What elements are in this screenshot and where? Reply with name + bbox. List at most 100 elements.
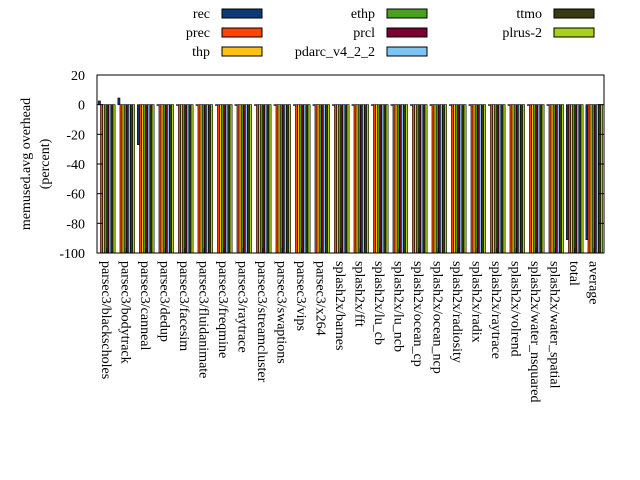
bar-prec-19 [470, 104, 474, 254]
bar-prec-22 [529, 104, 532, 254]
bar-ethp-15 [396, 104, 400, 254]
bar-ttmo-25 [598, 104, 601, 254]
legend-swatch-ethp [386, 8, 428, 19]
legend-label-ethp: ethp [351, 7, 375, 22]
bar-thp-17 [433, 104, 437, 254]
bar-thp-24 [570, 104, 573, 254]
bar-pdarc_v4_2_2-15 [401, 104, 404, 254]
bar-plrus-2-1 [132, 104, 135, 254]
bar-plrus-2-5 [210, 104, 213, 254]
bar-rec-2 [137, 104, 140, 146]
bar-pdarc_v4_2_2-17 [440, 104, 443, 254]
bar-ethp-21 [513, 104, 517, 254]
bar-prcl-13 [359, 104, 363, 254]
bar-pdarc_v4_2_2-16 [420, 104, 424, 254]
bar-prcl-16 [418, 104, 422, 254]
bar-ttmo-12 [344, 104, 348, 254]
bar-plrus-2-19 [483, 104, 486, 254]
bar-thp-16 [414, 104, 417, 254]
bar-ttmo-19 [481, 104, 484, 254]
bar-prcl-3 [164, 104, 168, 254]
bar-plrus-2-22 [541, 104, 545, 254]
bar-plrus-2-8 [268, 104, 272, 254]
y-tick-label: 20 [71, 69, 85, 84]
bar-prcl-1 [125, 104, 129, 254]
bar-pdarc_v4_2_2-7 [245, 104, 248, 254]
x-tick-label: parsec3/canneal [137, 261, 152, 350]
bar-ethp-4 [182, 104, 186, 254]
bar-prcl-18 [457, 104, 461, 254]
bar-rec-6 [215, 104, 218, 106]
bar-ttmo-5 [208, 104, 211, 254]
bar-rec-3 [156, 104, 160, 106]
bar-ethp-2 [143, 104, 147, 254]
bar-rec-10 [293, 104, 296, 106]
bar-rec-5 [195, 104, 199, 106]
bar-plrus-2-12 [346, 104, 350, 254]
bar-prec-14 [373, 104, 376, 254]
bar-ttmo-14 [383, 104, 387, 254]
x-tick-label: splash2x/radiosity [449, 261, 464, 363]
x-tick-label: splash2x/radix [468, 261, 483, 343]
bar-plrus-2-4 [190, 104, 194, 254]
bar-rec-17 [429, 104, 433, 106]
bar-pdarc_v4_2_2-21 [518, 104, 521, 254]
legend-swatch-plrus-2 [553, 27, 595, 38]
bar-ethp-9 [279, 104, 283, 254]
bar-prcl-17 [437, 104, 441, 254]
bar-prec-10 [295, 104, 298, 254]
x-tick-label: parsec3/swaptions [273, 261, 288, 364]
bar-rec-23 [546, 104, 550, 106]
bar-ethp-1 [123, 104, 127, 254]
bar-ttmo-18 [461, 104, 465, 254]
x-tick-label: parsec3/vips [293, 261, 308, 331]
bar-prec-21 [509, 104, 513, 254]
bar-pdarc_v4_2_2-12 [342, 104, 346, 254]
bar-prec-23 [548, 104, 552, 254]
legend-label-rec: rec [193, 7, 210, 22]
y-tick-label: 0 [78, 99, 85, 114]
x-tick-label: parsec3/fluidanimate [195, 261, 210, 378]
bar-prcl-2 [145, 104, 149, 254]
bar-prec-6 [217, 104, 220, 254]
bar-plrus-2-18 [463, 104, 467, 254]
legend-label-ttmo: ttmo [516, 7, 542, 22]
bar-prec-8 [256, 104, 259, 254]
bar-plrus-2-14 [385, 104, 389, 254]
bar-thp-20 [492, 104, 495, 254]
y-tick-label: -20 [66, 128, 85, 143]
bar-prec-13 [353, 104, 357, 254]
bar-pdarc_v4_2_2-22 [537, 104, 541, 254]
bar-prec-9 [275, 104, 279, 254]
bar-prec-4 [178, 104, 181, 254]
bar-pdarc_v4_2_2-19 [479, 104, 482, 254]
bar-prcl-9 [281, 104, 285, 254]
bar-thp-3 [160, 104, 164, 254]
bar-thp-23 [550, 104, 554, 254]
bar-ethp-19 [474, 104, 478, 254]
bar-prec-1 [119, 104, 123, 254]
legend-label-plrus-2: plrus-2 [502, 26, 542, 41]
bar-prec-24 [568, 104, 571, 254]
bar-pdarc_v4_2_2-10 [303, 104, 307, 254]
y-tick-label: -60 [66, 188, 85, 203]
bar-plrus-2-15 [405, 104, 408, 254]
bar-prcl-22 [535, 104, 539, 254]
bar-ttmo-15 [403, 104, 406, 254]
legend-swatch-prec [221, 27, 263, 38]
bar-ttmo-6 [227, 104, 231, 254]
bar-thp-15 [394, 104, 398, 254]
bar-ttmo-21 [520, 104, 523, 254]
bar-ethp-3 [162, 104, 166, 254]
bar-prcl-6 [223, 104, 227, 254]
bar-prec-16 [412, 104, 415, 254]
bar-ttmo-17 [442, 104, 445, 254]
x-tick-label: splash2x/fft [351, 261, 366, 327]
bar-thp-14 [375, 104, 378, 254]
bar-prcl-23 [554, 104, 558, 254]
x-tick-label: parsec3/x264 [312, 261, 327, 336]
bar-ethp-22 [533, 104, 537, 254]
bar-ttmo-23 [559, 104, 562, 254]
bar-ethp-0 [104, 104, 108, 254]
